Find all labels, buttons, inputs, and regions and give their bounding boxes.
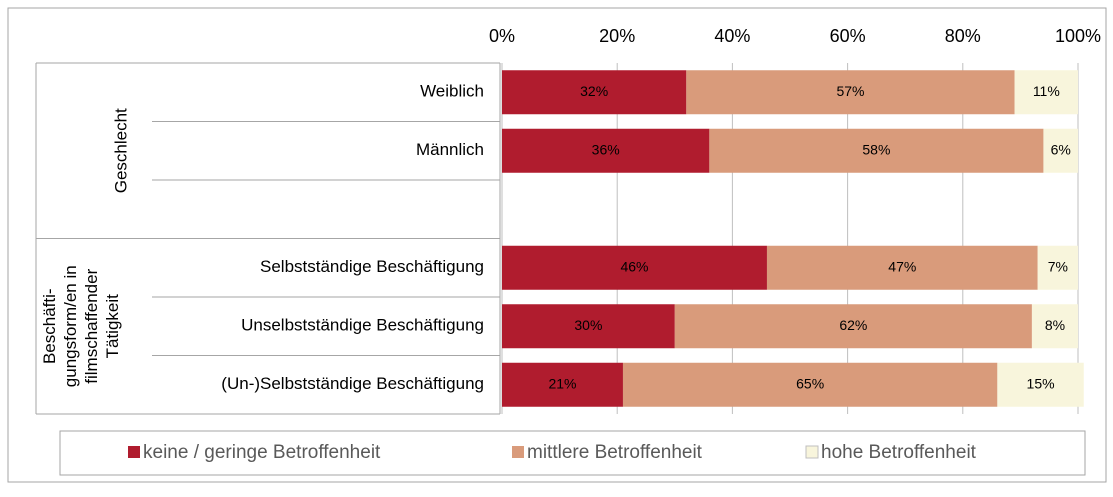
value-label: 7% [1048, 258, 1068, 274]
value-label: 32% [580, 83, 608, 99]
y-tick-label: Unselbstständige Beschäftigung [241, 316, 484, 335]
x-tick-label: 80% [945, 26, 981, 46]
bar [502, 362, 623, 407]
bar [622, 362, 998, 407]
legend-label: keine / geringe Betroffenheit [143, 442, 381, 463]
bar [1031, 304, 1078, 349]
group-label: filmschaffender [82, 268, 101, 383]
value-label: 57% [836, 83, 864, 99]
bar [686, 70, 1015, 115]
bar [1037, 245, 1078, 290]
legend-label: hohe Betroffenheit [821, 442, 977, 463]
x-tick-label: 100% [1055, 26, 1101, 46]
bar [766, 245, 1038, 290]
value-label: 58% [862, 141, 890, 157]
value-label: 6% [1051, 141, 1071, 157]
value-label: 21% [548, 375, 576, 391]
value-label: 30% [574, 317, 602, 333]
legend-swatch [805, 445, 819, 459]
x-tick-label: 0% [489, 26, 515, 46]
value-label: 62% [839, 317, 867, 333]
value-label: 47% [888, 258, 916, 274]
value-label: 11% [1033, 83, 1060, 99]
x-tick-label: 40% [714, 26, 750, 46]
legend-box [59, 430, 1086, 476]
value-label: 65% [796, 375, 824, 391]
bar [502, 245, 767, 290]
bar [1014, 70, 1078, 115]
value-label: 15% [1027, 375, 1055, 391]
y-tick-label: Männlich [416, 140, 484, 159]
bar [502, 304, 675, 349]
bar [502, 70, 687, 115]
bar [997, 362, 1084, 407]
x-tick-label: 20% [599, 26, 635, 46]
value-label: 46% [620, 258, 648, 274]
bar [1043, 128, 1078, 173]
group-label: Tätigkeit [103, 294, 122, 359]
bar [674, 304, 1032, 349]
x-tick-label: 60% [830, 26, 866, 46]
bar [502, 128, 710, 173]
value-label: 8% [1045, 317, 1065, 333]
bar [709, 128, 1044, 173]
y-tick-label: (Un-)Selbstständige Beschäftigung [221, 374, 484, 393]
group-label: Beschäfti- [40, 288, 59, 364]
legend-label: mittlere Betroffenheit [527, 442, 703, 463]
y-tick-label: Selbstständige Beschäftigung [260, 257, 484, 276]
legend-swatch [512, 446, 524, 458]
y-tick-label: Weiblich [420, 82, 484, 101]
group-label: gungsform/en in [61, 265, 80, 387]
group-label: Geschlecht [111, 108, 130, 193]
legend-swatch [128, 446, 140, 458]
value-label: 36% [592, 141, 620, 157]
